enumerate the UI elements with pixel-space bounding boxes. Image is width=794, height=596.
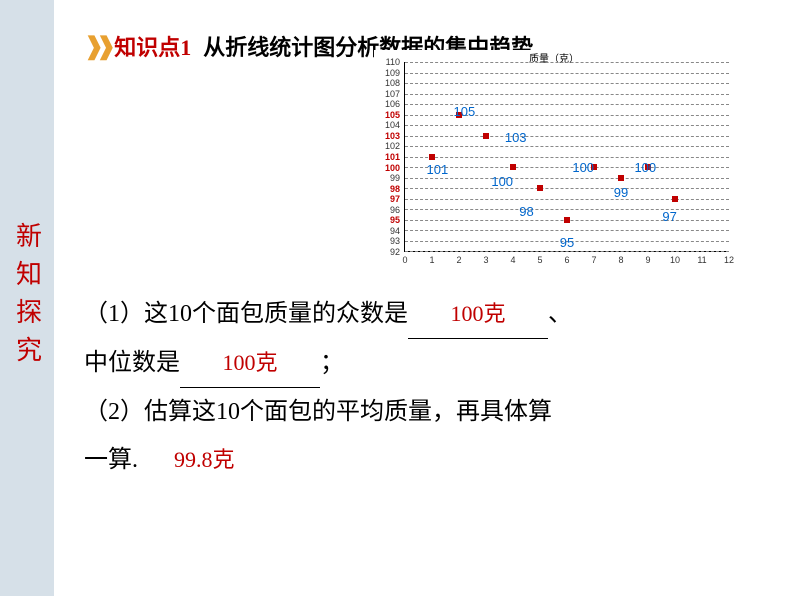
question-1-line1: （1）这10个面包质量的众数是 100克 、 [84,290,754,339]
q1-line2-prefix: 中位数是 [84,350,180,376]
x-tick-label: 9 [645,255,650,265]
blank-mode: 100克 [408,290,548,339]
gridline [405,230,729,231]
y-tick-label: 106 [385,99,400,109]
data-point [564,217,570,223]
y-axis: 9293949596979899100101102103104105106107… [374,62,402,252]
x-tick-label: 10 [670,255,680,265]
y-tick-label: 109 [385,68,400,78]
q2-line2-text: 一算. [84,447,138,473]
y-tick-label: 99 [390,173,400,183]
y-tick-label: 108 [385,78,400,88]
gridline [405,62,729,63]
y-tick-label: 97 [390,194,400,204]
gridline [405,94,729,95]
x-tick-label: 12 [724,255,734,265]
q1-suffix: 、 [548,301,572,327]
q1-line2-suffix: ； [320,350,344,376]
y-tick-label: 92 [390,247,400,257]
y-tick-label: 101 [385,152,400,162]
x-tick-label: 8 [618,255,623,265]
x-tick-label: 1 [429,255,434,265]
gridline [405,167,729,168]
gridline [405,157,729,158]
knowledge-point-label: 知识点1 [114,30,191,62]
y-tick-label: 96 [390,205,400,215]
gridline [405,209,729,210]
question-2-line1: （2）估算这10个面包的平均质量，再具体算 [84,388,754,436]
y-tick-label: 98 [390,184,400,194]
data-point-label: 105 [454,104,476,119]
data-point [537,185,543,191]
y-tick-label: 105 [385,110,400,120]
x-tick-label: 7 [591,255,596,265]
chevron-icon: ❱❱ [84,32,108,61]
y-tick-label: 103 [385,131,400,141]
gridline [405,188,729,189]
data-point-label: 100 [634,160,656,175]
data-point [429,154,435,160]
y-tick-label: 94 [390,226,400,236]
x-tick-label: 3 [483,255,488,265]
x-tick-label: 5 [537,255,542,265]
gridline [405,83,729,84]
data-point-label: 97 [662,209,676,224]
data-point [618,175,624,181]
chart-plot-area: 0123456789101112101105103100989510099100… [404,62,729,252]
answer-mode: 100克 [450,301,505,326]
y-tick-label: 110 [386,57,400,67]
sidebar: 新知探究 [0,0,54,596]
gridline [405,178,729,179]
answer-average: 99.8克 [174,447,235,472]
data-point-label: 99 [614,185,628,200]
blank-median: 100克 [180,339,320,388]
y-tick-label: 104 [385,120,400,130]
content-area: ❱❱ 知识点1 从折线统计图分析数据的集中趋势 质量（克） 9293949596… [54,0,794,596]
data-point-label: 98 [519,204,533,219]
y-tick-label: 102 [385,141,400,151]
data-point-label: 101 [427,162,449,177]
sidebar-label: 新知探究 [9,222,46,374]
data-point [510,164,516,170]
q1-prefix: （1）这10个面包质量的众数是 [84,301,408,327]
y-tick-label: 93 [390,236,400,246]
data-point-label: 103 [505,130,527,145]
question-1-line2: 中位数是 100克 ； [84,339,754,388]
data-point [483,133,489,139]
data-point-label: 100 [491,174,513,189]
q2-text: （2）估算这10个面包的平均质量，再具体算 [84,399,552,425]
y-tick-label: 100 [385,163,400,173]
data-point-label: 100 [572,160,594,175]
answer-median: 100克 [222,350,277,375]
x-tick-label: 11 [697,255,706,265]
y-tick-label: 107 [385,89,400,99]
data-point-label: 95 [560,235,574,250]
gridline [405,73,729,74]
data-point [672,196,678,202]
gridline [405,146,729,147]
x-tick-label: 4 [510,255,515,265]
questions-block: （1）这10个面包质量的众数是 100克 、 中位数是 100克 ； （2）估算这10个… [84,290,754,484]
scatter-chart: 质量（克） 9293949596979899100101102103104105… [374,50,734,270]
gridline [405,199,729,200]
gridline [405,125,729,126]
x-tick-label: 0 [402,255,407,265]
x-tick-label: 2 [456,255,461,265]
question-2-line2: 一算. 99.8克 [84,436,754,484]
gridline [405,251,729,252]
y-tick-label: 95 [390,215,400,225]
gridline [405,136,729,137]
x-tick-label: 6 [564,255,569,265]
